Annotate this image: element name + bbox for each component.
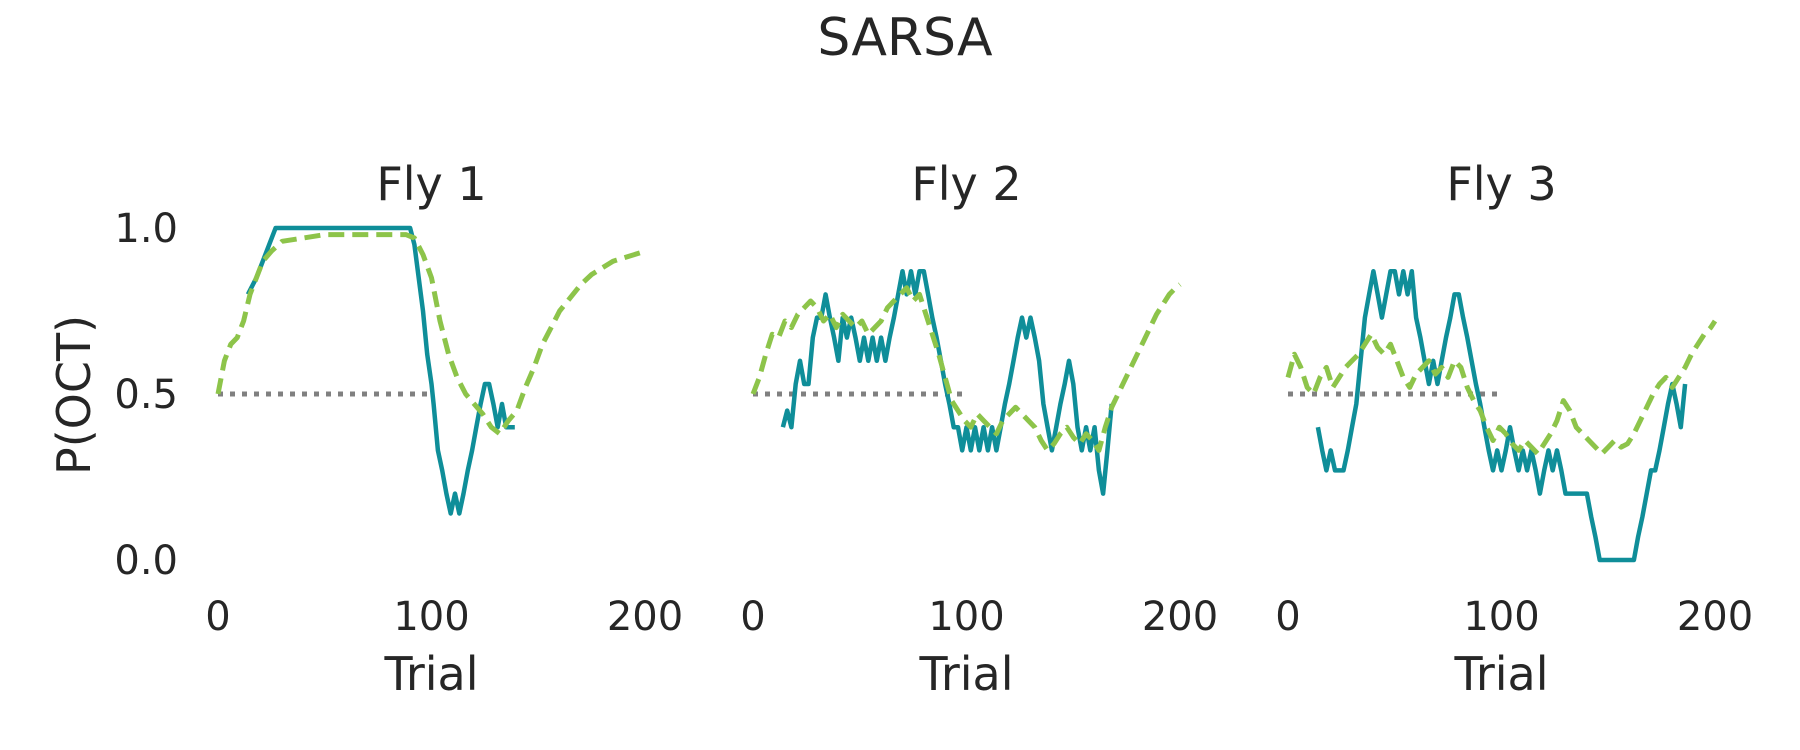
x-tick-label: 0 <box>205 594 230 640</box>
x-tick-label: 0 <box>740 594 765 640</box>
y-tick-label: 0.0 <box>114 538 178 584</box>
dashed-series-line <box>750 282 1182 453</box>
panel-2: Fly 2 0 100 200 Trial <box>740 157 1218 701</box>
panel-3: Fly 3 0 100 200 Trial <box>1275 157 1753 701</box>
x-axis-label: Trial <box>1454 647 1549 701</box>
x-axis-label: Trial <box>919 647 1014 701</box>
x-tick-label: 200 <box>1677 594 1753 640</box>
dashed-series-line <box>1285 319 1718 457</box>
x-tick-label: 0 <box>1275 594 1300 640</box>
x-tick-label: 100 <box>393 594 469 640</box>
panels-group: Fly 1 0 100 200 Trial 0.0 0.5 1.0 Fly 2 0 100 200 Tr… <box>114 157 1753 701</box>
x-axis-label: Trial <box>384 647 479 701</box>
x-tick-label: 100 <box>1463 594 1539 640</box>
x-tick-label: 200 <box>607 594 683 640</box>
y-tick-label: 0.5 <box>114 372 178 418</box>
solid-series-line <box>1315 268 1688 563</box>
x-tick-label: 100 <box>928 594 1004 640</box>
x-tick-label: 200 <box>1142 594 1218 640</box>
panel-1: Fly 1 0 100 200 Trial 0.0 0.5 1.0 <box>114 157 683 701</box>
dashed-series-line <box>215 232 646 437</box>
y-tick-label: 1.0 <box>114 206 178 252</box>
panel-title: Fly 2 <box>911 157 1021 211</box>
panel-title: Fly 1 <box>376 157 486 211</box>
y-axis-label: P(OCT) <box>47 315 101 475</box>
panel-title: Fly 3 <box>1446 157 1556 211</box>
solid-series-line <box>245 225 515 516</box>
figure-title: SARSA <box>817 8 993 68</box>
